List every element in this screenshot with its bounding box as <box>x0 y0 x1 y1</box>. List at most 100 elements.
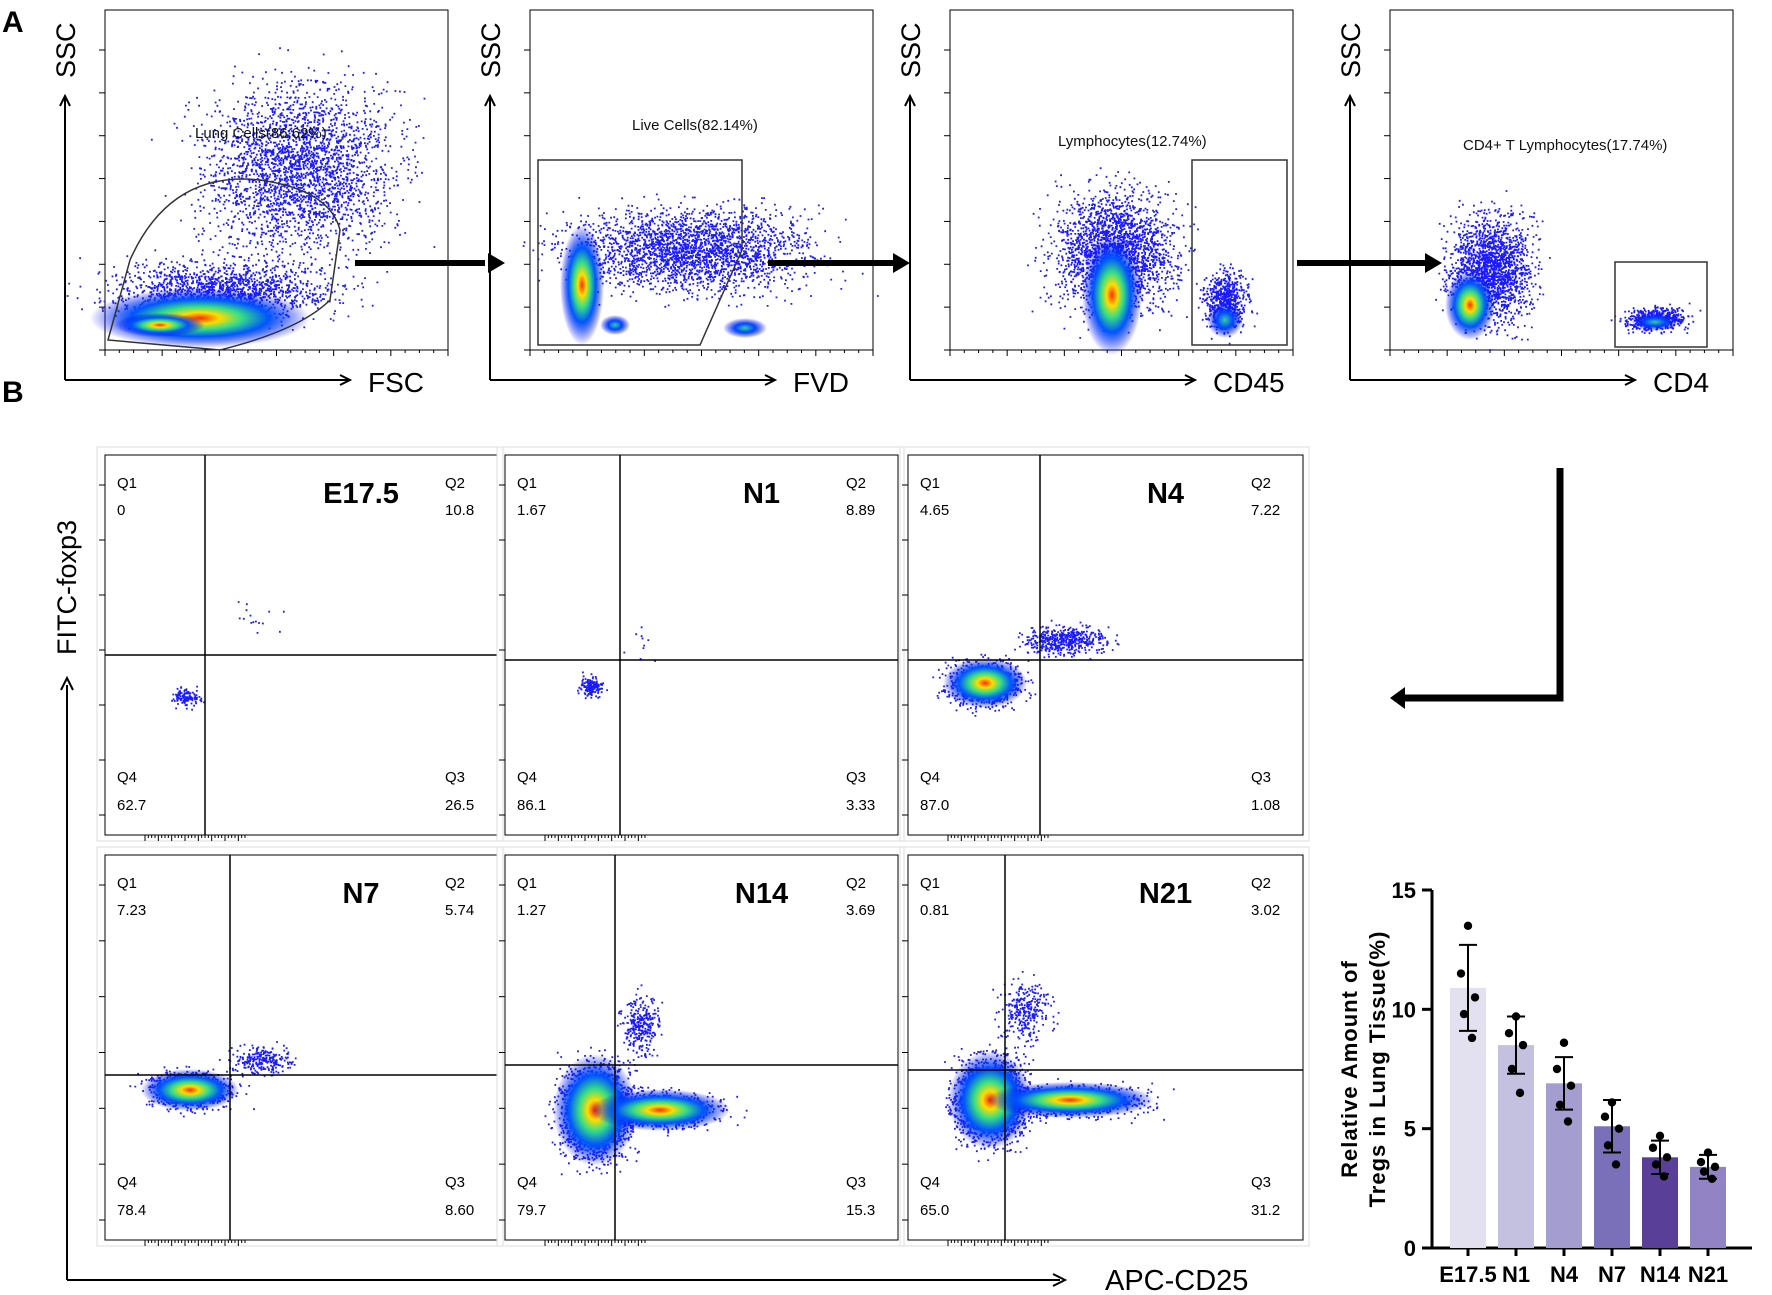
quadrant-q4-label: Q4 <box>517 1174 537 1191</box>
quadrant-q3-label: Q3 <box>1251 769 1271 786</box>
quadrant-q1-value: 4.65 <box>920 502 949 519</box>
quadrant-q2-value: 3.69 <box>846 902 875 919</box>
data-point-N4 <box>1563 1117 1573 1126</box>
bar-x-tick-label: E17.5 <box>1439 1262 1497 1287</box>
quadrant-plot-frame <box>104 854 498 1241</box>
quadrant-population-2 <box>616 984 664 1066</box>
quadrant-q2-value: 8.89 <box>846 502 875 519</box>
quadrant-population-0 <box>171 685 205 711</box>
quadrant-q1-label: Q1 <box>920 875 940 892</box>
bar-y-tick-label: 15 <box>1392 878 1416 903</box>
quadrant-q2-label: Q2 <box>846 875 866 892</box>
cd4-scatter-dots <box>1435 190 1551 351</box>
data-point-E17.5 <box>1456 969 1466 978</box>
bar-y-label-line-2: Tregs in Lung Tissue(%) <box>1365 931 1390 1208</box>
data-point-N21 <box>1699 1167 1709 1176</box>
data-point-N1 <box>1515 1088 1525 1098</box>
quadrant-sample-title: N14 <box>735 878 788 910</box>
quadrant-q3-label: Q3 <box>445 769 465 786</box>
data-point-N7 <box>1603 1141 1613 1150</box>
quadrant-q3-label: Q3 <box>846 769 866 786</box>
quadrant-x-ticks <box>947 835 1049 841</box>
quadrant-plot-E17.5: E17.5 Q1 0 Q2 10.8 Q4 62.7 Q3 26.5 <box>96 446 504 842</box>
bar-x-tick-label: N21 <box>1688 1262 1728 1287</box>
quadrant-plot-frame <box>907 854 1304 1241</box>
gating-x-arrowhead <box>764 374 778 386</box>
quadrant-x-ticks <box>544 835 646 841</box>
quadrant-q2-label: Q2 <box>1251 475 1271 492</box>
gating-x-arrowhead <box>1624 374 1638 386</box>
quadrant-population-1 <box>1014 619 1120 660</box>
bar-x-tick-label: N7 <box>1598 1262 1626 1287</box>
quadrant-sample-title: N7 <box>342 878 379 910</box>
live-scatter-dots <box>522 193 879 308</box>
quadrant-q4-value: 79.7 <box>517 1202 546 1219</box>
lymph-gate <box>1191 159 1288 346</box>
quadrant-sample-title: N1 <box>743 478 780 510</box>
data-point-N21 <box>1703 1148 1713 1157</box>
quadrant-q3-value: 31.2 <box>1251 1202 1280 1219</box>
quadrant-q2-value: 7.22 <box>1251 502 1280 519</box>
live-density-c <box>723 318 767 338</box>
gating-y-ticks <box>524 49 530 351</box>
bar-N1 <box>1498 1045 1534 1248</box>
quadrant-q4-label: Q4 <box>117 1174 137 1191</box>
quadrant-plot-frame <box>907 454 1304 836</box>
bar-y-tick-label: 5 <box>1404 1117 1416 1142</box>
quadrant-plot-outer-frame <box>899 446 1310 842</box>
cd4-gate-label: CD4+ T Lymphocytes(17.74%) <box>1463 137 1667 154</box>
gating-x-arrowhead <box>339 374 353 386</box>
quadrant-plot-N1: N1 Q1 1.67 Q2 8.89 Q4 86.1 Q3 3.33 <box>496 446 905 842</box>
data-point-N14 <box>1662 1153 1672 1162</box>
quadrant-q3-label: Q3 <box>445 1174 465 1191</box>
live-gate <box>537 159 743 346</box>
gating-y-arrowhead <box>484 93 496 107</box>
gating-plot-frame <box>1389 9 1734 351</box>
bar-N21 <box>1690 1166 1726 1248</box>
quadrant-population-0-dots <box>577 671 608 700</box>
quadrant-population-1-dots <box>1014 619 1120 660</box>
bar-x-tick-label: N4 <box>1550 1262 1579 1287</box>
lymph-gate-label: Lymphocytes(12.74%) <box>1058 133 1207 150</box>
quadrant-q1-value: 1.67 <box>517 502 546 519</box>
quadrant-q4-label: Q4 <box>920 1174 940 1191</box>
quadrant-q3-value: 1.08 <box>1251 797 1280 814</box>
quadrant-q3-label: Q3 <box>846 1174 866 1191</box>
bar-y-tick-label: 10 <box>1392 997 1416 1022</box>
data-point-N14 <box>1651 1160 1661 1169</box>
quadrant-y-ticks <box>499 884 505 1221</box>
data-point-N21 <box>1707 1174 1717 1183</box>
lymph-density-right <box>1207 302 1243 338</box>
gating-arrows <box>355 253 1564 709</box>
outer-x-arrowhead <box>1052 1273 1068 1287</box>
quadrant-q2-label: Q2 <box>846 475 866 492</box>
lymph-density <box>1082 235 1142 355</box>
quadrant-plot-outer-frame <box>96 446 504 842</box>
quadrant-q1-value: 7.23 <box>117 902 146 919</box>
quadrant-x-ticks <box>947 1240 1049 1246</box>
quadrant-q1-label: Q1 <box>920 475 940 492</box>
gating-plot-4: SSC CD4 CD4+ T Lymphocytes(17.74%) <box>1336 9 1734 398</box>
outer-y-arrowhead <box>60 675 74 691</box>
data-point-N4 <box>1555 1100 1565 1110</box>
quadrant-x-ticks <box>144 1240 246 1246</box>
lung-density-core <box>115 313 205 337</box>
quadrant-sample-title: N4 <box>1147 478 1184 510</box>
quadrant-q2-value: 5.74 <box>445 902 474 919</box>
bar-N4 <box>1546 1083 1582 1248</box>
data-point-N7 <box>1614 1124 1624 1133</box>
quadrant-q2-label: Q2 <box>1251 875 1271 892</box>
data-point-N1 <box>1511 1012 1521 1021</box>
quadrant-plot-outer-frame <box>496 446 905 842</box>
gating-y-label: SSC <box>51 22 81 78</box>
quadrant-y-ticks <box>99 484 105 816</box>
gating-x-ticks <box>529 350 874 356</box>
gating-x-label: CD4 <box>1653 367 1709 398</box>
quadrant-plot-N7: N7 Q1 7.23 Q2 5.74 Q4 78.4 Q3 8.60 <box>96 846 504 1247</box>
gating-y-arrowhead <box>1344 93 1356 107</box>
arrow-2-head <box>893 253 910 273</box>
quadrant-plot-frame <box>504 454 899 836</box>
quadrant-q1-label: Q1 <box>117 875 137 892</box>
quadrant-q4-value: 62.7 <box>117 797 146 814</box>
